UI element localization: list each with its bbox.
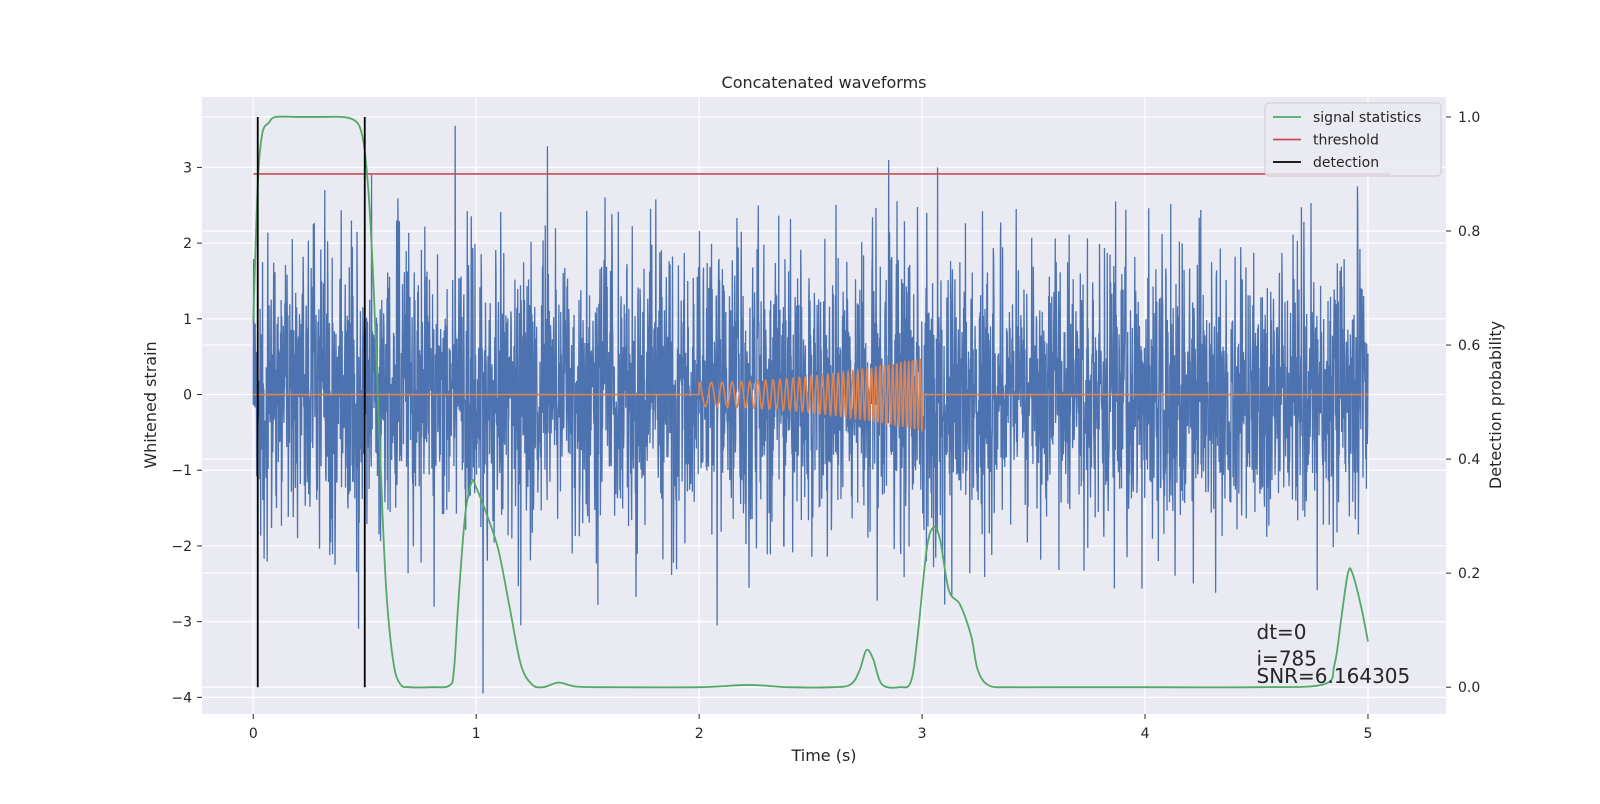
- y-tick-label: −1: [171, 463, 192, 479]
- y2-tick-label: 0.4: [1458, 452, 1480, 468]
- ticks: 0 1 2 3 4 5 −4 −3 −2 −1 0 1 2 3 0.0 0.2 0.4 0.6 0.8 1.0: [171, 110, 1480, 742]
- y-tick-label: 2: [183, 236, 192, 252]
- y-tick-label: 3: [183, 160, 192, 176]
- x-axis-label: Time (s): [790, 746, 856, 765]
- series-signal-statistics-line: [252, 115, 1369, 689]
- legend: signal statistics threshold detection: [1264, 102, 1442, 177]
- x-tick-label: 1: [472, 726, 481, 742]
- y2-tick-label: 0.0: [1458, 680, 1480, 696]
- y2-tick-label: 1.0: [1458, 110, 1480, 126]
- x-tick-label: 4: [1141, 726, 1150, 742]
- legend-box: [1264, 102, 1442, 177]
- y2-axis-label: Detection probability: [1486, 321, 1505, 489]
- legend-label: signal statistics: [1313, 110, 1421, 126]
- y-axis-label: Whitened strain: [141, 341, 160, 468]
- series-injected-waveform-line: [253, 358, 1368, 434]
- annotation-text: SNR=6.164305: [1257, 664, 1411, 688]
- y2-tick-label: 0.8: [1458, 224, 1480, 240]
- x-tick-label: 5: [1364, 726, 1373, 742]
- y-tick-label: −2: [171, 539, 192, 555]
- annotation-text: i=785: [1257, 647, 1318, 671]
- x-tick-label: 0: [249, 726, 258, 742]
- y-tick-label: −3: [171, 615, 192, 631]
- y-tick-label: 1: [183, 312, 192, 328]
- chart-title: Concatenated waveforms: [722, 73, 927, 92]
- legend-label: threshold: [1313, 133, 1379, 149]
- x-tick-label: 2: [695, 726, 704, 742]
- y-tick-label: −4: [171, 690, 192, 706]
- legend-label: detection: [1313, 155, 1379, 171]
- x-tick-label: 3: [918, 726, 927, 742]
- y-tick-label: 0: [183, 388, 192, 404]
- annotation-text: dt=0: [1257, 620, 1307, 644]
- y2-tick-label: 0.2: [1458, 566, 1480, 582]
- series-whitened-strain-line: [252, 125, 1369, 694]
- y2-tick-label: 0.6: [1458, 338, 1480, 354]
- data-layer: [252, 115, 1391, 694]
